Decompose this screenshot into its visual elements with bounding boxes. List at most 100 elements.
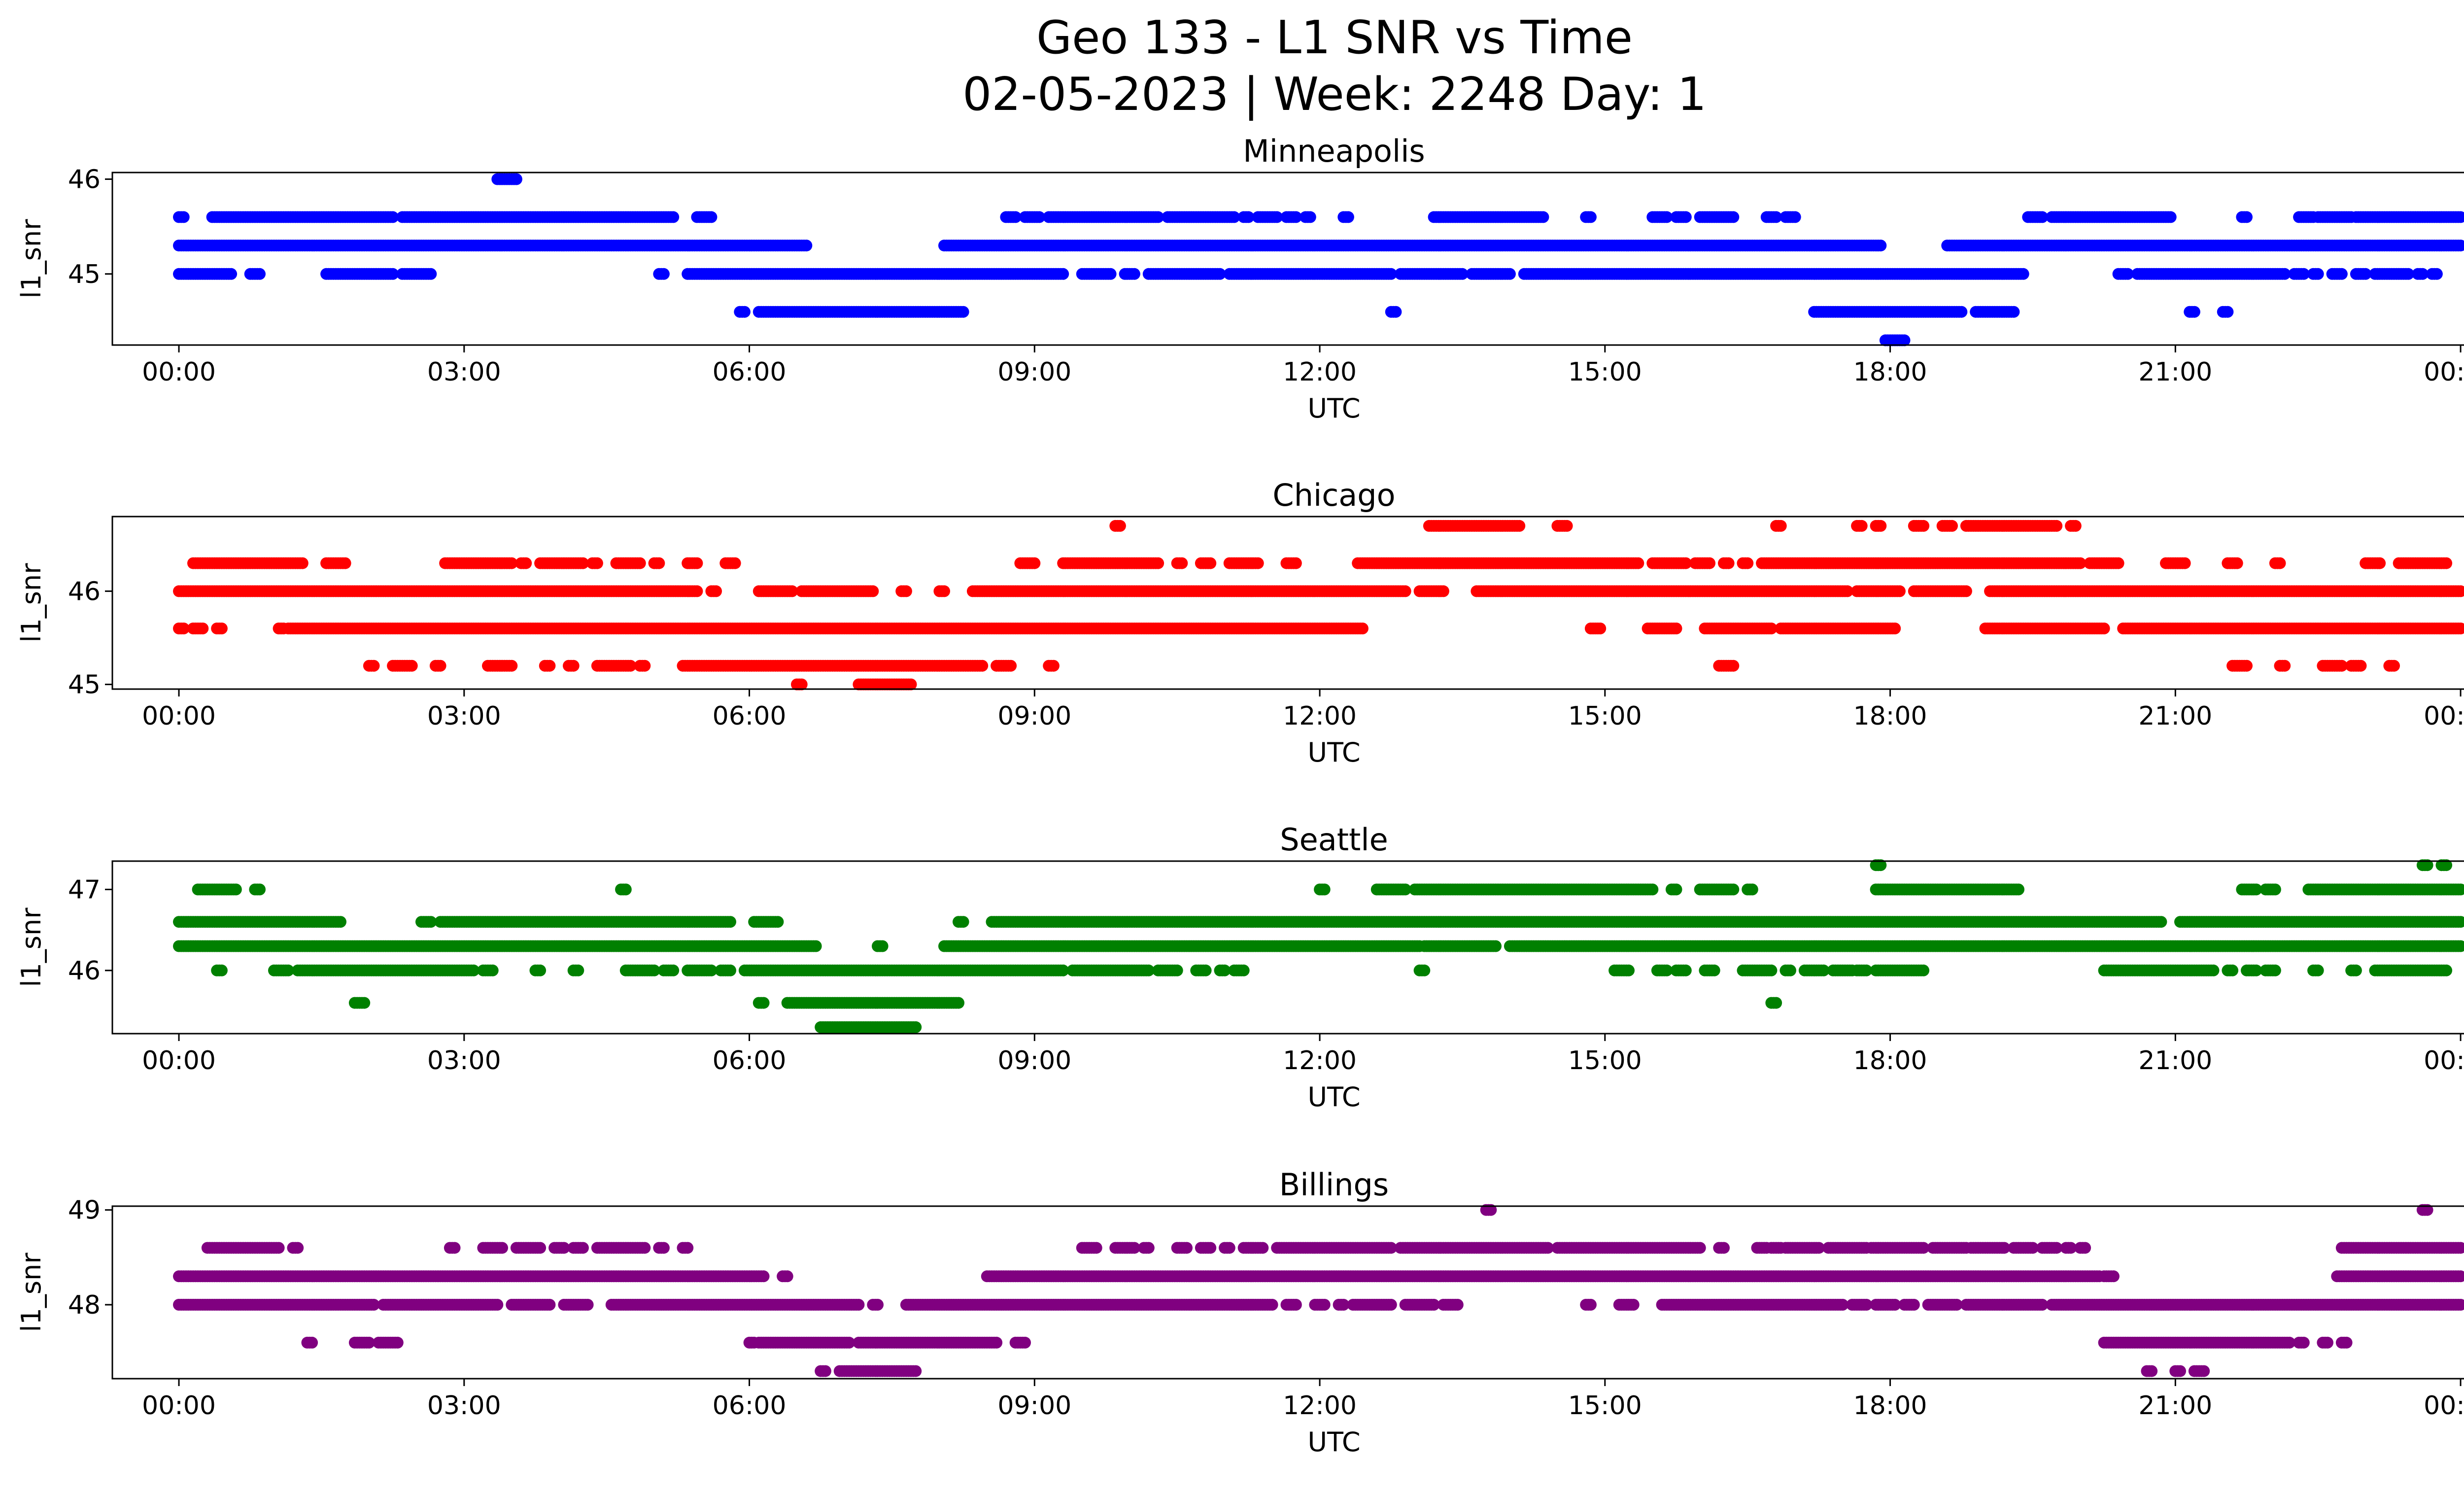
- x-tick-label: 21:00: [2138, 357, 2212, 387]
- data-point: [2374, 557, 2386, 569]
- data-point: [387, 211, 399, 223]
- data-point: [406, 660, 418, 672]
- data-point: [800, 240, 813, 252]
- data-point: [1228, 211, 1240, 223]
- data-point: [2241, 211, 2253, 223]
- data-point: [2188, 306, 2200, 318]
- x-tick-label: 03:00: [427, 357, 501, 387]
- data-point: [296, 557, 308, 569]
- data-point: [1727, 660, 1740, 672]
- data-point: [1356, 623, 1369, 634]
- data-point: [230, 883, 242, 896]
- data-point: [197, 623, 209, 634]
- data-point: [691, 585, 703, 597]
- data-point: [1304, 211, 1316, 223]
- data-point: [1271, 211, 1283, 223]
- data-point: [1893, 585, 1906, 597]
- data-point: [2008, 306, 2020, 318]
- data-point: [425, 268, 437, 280]
- data-point: [957, 306, 969, 318]
- data-point: [1594, 623, 1607, 634]
- data-point: [2112, 557, 2124, 569]
- data-point: [1513, 520, 1526, 532]
- data-point: [1917, 520, 1930, 532]
- data-point: [1875, 240, 1887, 252]
- data-point: [1390, 306, 1402, 318]
- x-tick-label: 00:00: [142, 357, 216, 387]
- data-point: [2274, 557, 2286, 569]
- data-point: [1722, 557, 1735, 569]
- data-point: [2241, 660, 2253, 672]
- subplot-title: Chicago: [1272, 477, 1395, 513]
- data-point: [368, 660, 380, 672]
- x-tick-label: 06:00: [713, 357, 787, 387]
- data-point: [434, 660, 446, 672]
- data-point: [2440, 557, 2453, 569]
- x-axis-label: UTC: [1307, 737, 1360, 768]
- data-point: [1437, 585, 1449, 597]
- data-point: [1561, 520, 1573, 532]
- data-point: [657, 268, 670, 280]
- data-point: [710, 585, 722, 597]
- data-point: [591, 557, 603, 569]
- x-tick-label: 15:00: [1568, 357, 1642, 387]
- data-point: [976, 660, 989, 672]
- data-point: [1537, 211, 1549, 223]
- data-point: [1955, 306, 1968, 318]
- subplot-title: Seattle: [1280, 822, 1388, 858]
- data-point: [1770, 211, 1782, 223]
- data-point: [1152, 211, 1164, 223]
- data-point: [1661, 211, 1673, 223]
- data-point: [867, 585, 879, 597]
- x-tick-label: 00:00: [142, 701, 216, 731]
- x-tick-label: 18:00: [1853, 357, 1927, 387]
- data-point: [1504, 268, 1516, 280]
- data-point: [2164, 211, 2177, 223]
- data-point: [2279, 660, 2291, 672]
- data-point: [2222, 306, 2234, 318]
- data-point: [938, 585, 950, 597]
- y-tick-label: 45: [68, 670, 101, 700]
- data-point: [2051, 520, 2063, 532]
- data-point: [225, 268, 238, 280]
- data-point: [1009, 211, 1022, 223]
- x-tick-label: 00:00: [2424, 357, 2464, 387]
- data-point: [2179, 557, 2191, 569]
- data-point: [1176, 557, 1188, 569]
- data-point: [1290, 211, 1302, 223]
- data-point: [1889, 623, 1901, 634]
- data-point: [2312, 268, 2324, 280]
- y-tick-label: 46: [68, 577, 101, 606]
- data-point: [1104, 268, 1117, 280]
- data-point: [177, 211, 190, 223]
- data-point: [1775, 520, 1787, 532]
- data-point: [1875, 520, 1887, 532]
- data-point: [1584, 211, 1597, 223]
- data-point: [2388, 660, 2400, 672]
- data-point: [1114, 520, 1126, 532]
- x-tick-label: 03:00: [427, 701, 501, 731]
- data-point: [1632, 557, 1644, 569]
- data-point: [1290, 557, 1302, 569]
- x-tick-label: 12:00: [1283, 357, 1357, 387]
- x-tick-label: 12:00: [1283, 701, 1357, 731]
- data-point: [1704, 557, 1715, 569]
- data-point: [2069, 520, 2082, 532]
- data-point: [1252, 557, 1264, 569]
- data-point: [2335, 268, 2348, 280]
- scatter-points: [173, 173, 2464, 347]
- data-point: [2355, 660, 2367, 672]
- y-axis-label: l1_snr: [16, 219, 47, 299]
- data-point: [1670, 623, 1682, 634]
- x-tick-label: 15:00: [1568, 701, 1642, 731]
- data-point: [567, 660, 580, 672]
- data-point: [2430, 268, 2443, 280]
- data-point: [1742, 557, 1754, 569]
- data-point: [1152, 557, 1164, 569]
- data-point: [1057, 268, 1069, 280]
- x-tick-label: 06:00: [713, 701, 787, 731]
- figure-subtitle: 02-05-2023 | Week: 2248 Day: 1: [962, 68, 1707, 121]
- data-point: [729, 557, 741, 569]
